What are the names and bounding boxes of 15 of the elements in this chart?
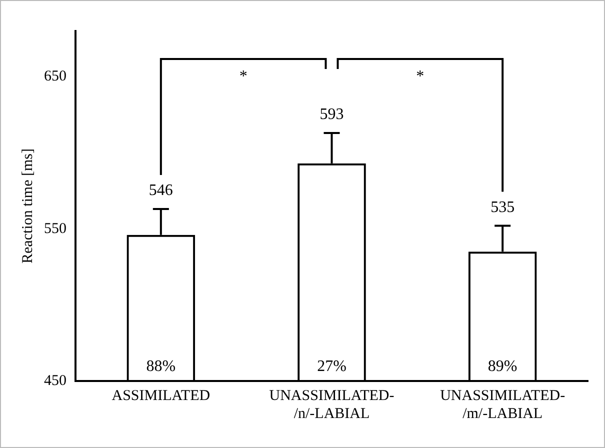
data-label: 593	[320, 106, 344, 124]
annotation: *	[416, 68, 424, 85]
data-label: 535	[490, 198, 515, 216]
y-axis-title: Reaction time [ms]	[20, 148, 36, 264]
annotation: 89%	[488, 358, 518, 376]
annotation: *	[239, 68, 248, 85]
annotation: 88%	[146, 358, 176, 376]
y-tick-label: 550	[44, 220, 66, 237]
annotation: 27%	[317, 358, 346, 376]
y-tick-label: 650	[44, 68, 66, 85]
x-tick-label: UNASSIMILATED-/n/-LABIAL	[269, 388, 394, 422]
data-label: 546	[148, 182, 173, 200]
x-tick-label: UNASSIMILATED-/m/-LABIAL	[440, 388, 566, 422]
x-tick-label: ASSIMILATED	[112, 388, 210, 404]
y-tick-label: 450	[44, 372, 66, 389]
